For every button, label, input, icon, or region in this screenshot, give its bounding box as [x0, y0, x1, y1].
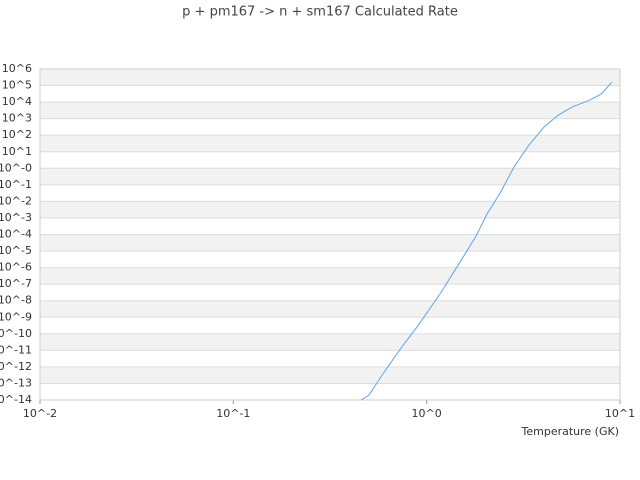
y-tick-label: 10^4 — [2, 95, 32, 108]
grid-band — [40, 300, 620, 318]
grid-band — [40, 168, 620, 185]
y-tick-label: 10^6 — [2, 62, 32, 75]
y-tick-label: 10^-10 — [0, 327, 32, 340]
y-tick-label: 10^3 — [2, 112, 32, 125]
grid-band — [40, 135, 620, 152]
grid-band — [40, 366, 620, 384]
y-tick-label: 10^1 — [2, 145, 32, 158]
x-tick-label: 10^-2 — [23, 407, 57, 420]
y-tick-label: 10^-5 — [0, 244, 32, 257]
data-line — [360, 81, 613, 401]
y-tick-label: 10^-12 — [0, 360, 32, 373]
plot-border — [39, 68, 621, 401]
y-tick-label: 10^-8 — [0, 294, 32, 307]
y-tick-label: 10^-6 — [0, 261, 32, 274]
grid-band — [40, 201, 620, 218]
y-tick-label: 10^-2 — [0, 194, 32, 207]
grid-band — [40, 69, 620, 86]
grid-band — [40, 102, 620, 119]
grid-band — [40, 333, 620, 351]
y-tick-label: 10^-9 — [0, 310, 32, 323]
x-tick-label: 10^-1 — [216, 407, 250, 420]
grid-band — [40, 234, 620, 252]
grid-band — [40, 267, 620, 285]
x-tick-label: 10^1 — [605, 407, 635, 420]
y-tick-label: 10^-13 — [0, 376, 32, 389]
y-tick-label: 10^-3 — [0, 211, 32, 224]
y-tick-label: 10^-11 — [0, 343, 32, 356]
y-tick-label: 10^-1 — [0, 178, 32, 191]
x-axis-label: Temperature (GK) — [521, 425, 620, 438]
y-tick-label: 10^-14 — [0, 393, 32, 406]
y-tick-label: 10^2 — [2, 128, 32, 141]
y-tick-label: 10^5 — [2, 79, 32, 92]
chart-title: p + pm167 -> n + sm167 Calculated Rate — [182, 5, 458, 20]
x-tick-label: 10^0 — [412, 407, 442, 420]
y-tick-label: 10^-0 — [0, 161, 32, 174]
y-tick-label: 10^-7 — [0, 277, 32, 290]
y-tick-label: 10^-4 — [0, 228, 32, 241]
